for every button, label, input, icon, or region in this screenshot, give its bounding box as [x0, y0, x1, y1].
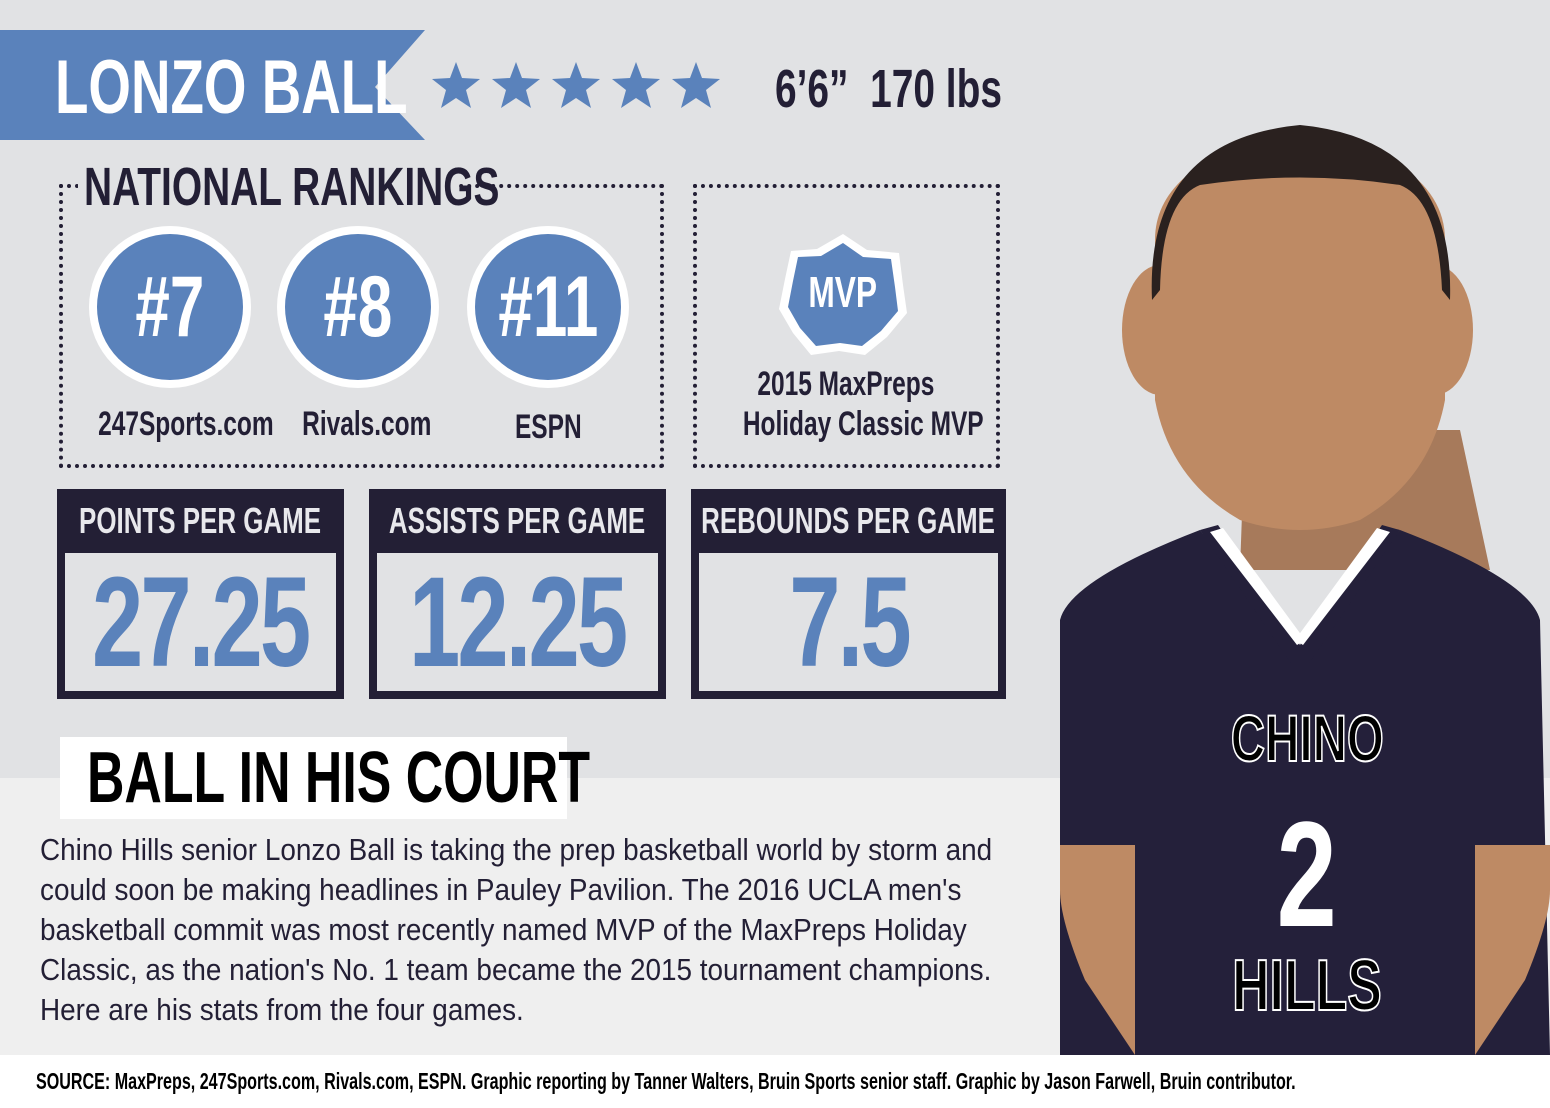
rank-badge-247sports: #7: [89, 226, 251, 388]
stat-points-per-game: POINTS PER GAME 27.25: [57, 489, 344, 699]
height: 6’6”: [775, 59, 849, 119]
player-illustration: [1060, 125, 1550, 1055]
star-rating: [432, 62, 720, 108]
star-icon: [672, 62, 720, 108]
stat-rebounds-per-game: REBOUNDS PER GAME 7.5: [691, 489, 1006, 699]
star-icon: [492, 62, 540, 108]
star-icon: [612, 62, 660, 108]
rank-badge-espn: #11: [467, 226, 629, 388]
star-icon: [552, 62, 600, 108]
award-description: 2015 MaxPreps Holiday Classic MVP: [742, 365, 984, 443]
jersey-number: 2: [1276, 790, 1338, 958]
name-banner: [0, 30, 425, 140]
rank-badge-rivals: #8: [277, 226, 439, 388]
rank-source-247sports: 247Sports.com: [98, 405, 274, 443]
jersey-team-bottom: HILLS: [1231, 945, 1382, 1027]
award-box: [693, 184, 1000, 468]
mvp-badge-text: MVP: [808, 268, 878, 317]
weight: 170 lbs: [870, 59, 1002, 119]
source-credit: SOURCE: MaxPreps, 247Sports.com, Rivals.…: [36, 1068, 1296, 1094]
height-weight: 6’6” 170 lbs: [775, 58, 1090, 120]
story-headline: BALL IN HIS COURT: [60, 737, 590, 819]
mvp-badge-icon: [779, 234, 907, 355]
stat-assists-per-game: ASSISTS PER GAME 12.25: [369, 489, 666, 699]
story-body: Chino Hills senior Lonzo Ball is taking …: [40, 832, 993, 1027]
rank-source-rivals: Rivals.com: [302, 405, 432, 443]
rankings-title: NATIONAL RANKINGS: [78, 156, 499, 217]
jersey-team-top: CHINO: [1230, 700, 1385, 776]
player-name: LONZO BALL: [55, 45, 408, 130]
star-icon: [432, 62, 480, 108]
rank-source-espn: ESPN: [514, 408, 582, 446]
